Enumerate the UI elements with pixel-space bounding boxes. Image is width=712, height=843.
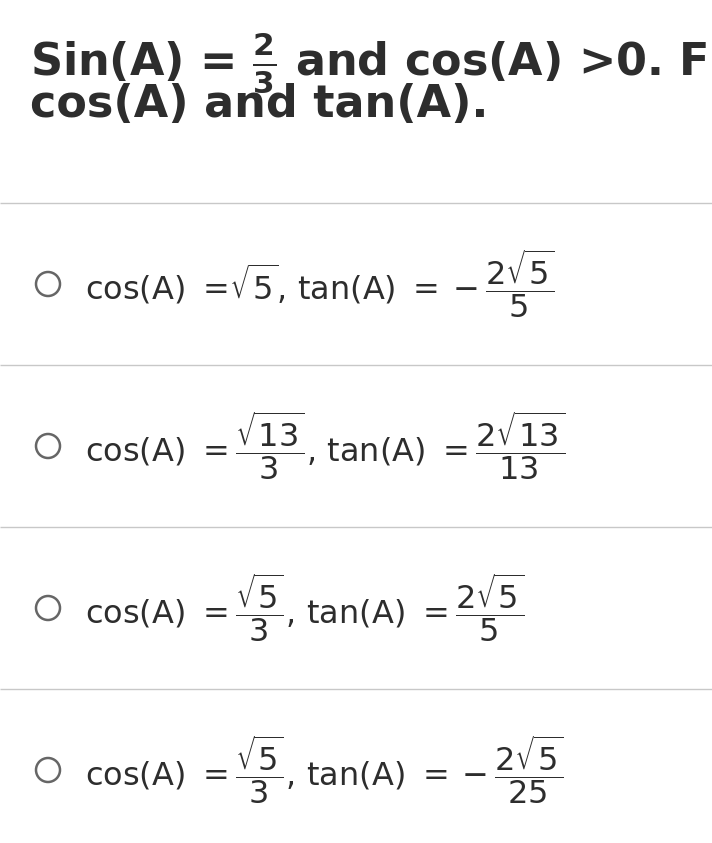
Text: cos(A) $= \dfrac{\sqrt{13}}{3}$, tan(A) $= \dfrac{2\sqrt{13}}{13}$: cos(A) $= \dfrac{\sqrt{13}}{3}$, tan(A) … [85,410,565,482]
Text: Sin(A) = $\mathbf{\frac{2}{3}}$ and cos(A) >0. Find: Sin(A) = $\mathbf{\frac{2}{3}}$ and cos(… [30,30,712,94]
Text: cos(A) and tan(A).: cos(A) and tan(A). [30,83,488,126]
Text: cos(A) $=\!\sqrt{5}$, tan(A) $= -\dfrac{2\sqrt{5}}{5}$: cos(A) $=\!\sqrt{5}$, tan(A) $= -\dfrac{… [85,248,555,320]
Text: cos(A) $= \dfrac{\sqrt{5}}{3}$, tan(A) $= -\dfrac{2\sqrt{5}}{25}$: cos(A) $= \dfrac{\sqrt{5}}{3}$, tan(A) $… [85,733,564,807]
Text: cos(A) $= \dfrac{\sqrt{5}}{3}$, tan(A) $= \dfrac{2\sqrt{5}}{5}$: cos(A) $= \dfrac{\sqrt{5}}{3}$, tan(A) $… [85,572,524,644]
